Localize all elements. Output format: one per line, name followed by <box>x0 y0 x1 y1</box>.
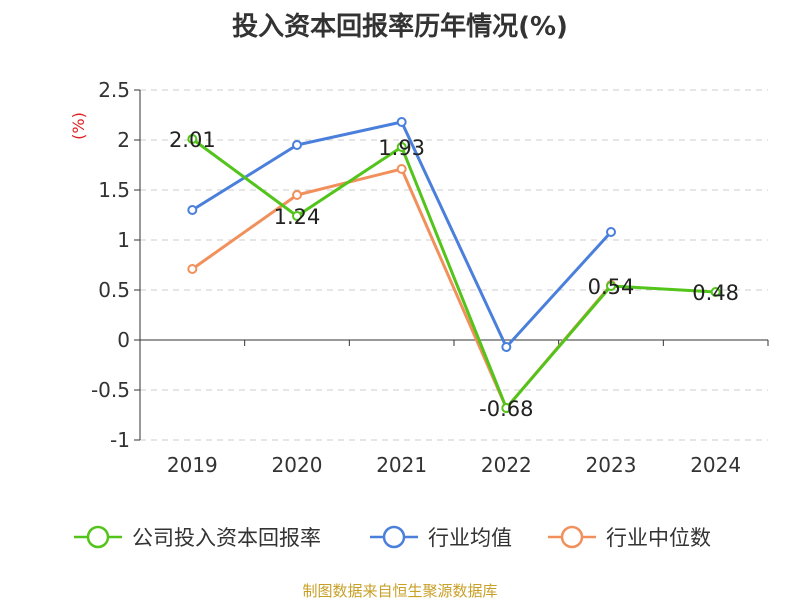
data-label: 0.48 <box>692 281 739 305</box>
x-tick-label: 2020 <box>272 453 323 477</box>
legend-marker <box>560 525 584 549</box>
data-point <box>292 190 302 200</box>
data-labels: 2.01 1.24 1.93 -0.68 0.54 0.48 <box>169 128 739 421</box>
legend-item[interactable]: 行业均值 <box>370 525 512 550</box>
legend-item[interactable]: 公司投入资本回报率 <box>74 525 321 550</box>
chart-title: 投入资本回报率历年情况(%) <box>232 12 568 42</box>
data-point <box>292 140 302 150</box>
legend-label: 行业中位数 <box>606 526 711 550</box>
x-tick-label: 2024 <box>690 453 741 477</box>
y-tick-label: 2 <box>117 128 130 152</box>
legend-marker <box>86 525 110 549</box>
x-tick-label: 2021 <box>376 453 427 477</box>
y-tick-label: -0.5 <box>91 378 130 402</box>
x-tick-label: 2023 <box>586 453 637 477</box>
data-point <box>710 287 721 297</box>
grid-lines <box>140 89 768 441</box>
data-point <box>396 164 407 174</box>
data-label: 1.24 <box>274 205 321 229</box>
data-point <box>501 403 512 413</box>
data-point <box>396 142 407 152</box>
legend-marker <box>382 525 406 549</box>
series-line <box>191 167 613 410</box>
data-point <box>187 264 198 274</box>
data-label: 1.93 <box>378 136 425 160</box>
y-tick-label: -1 <box>110 428 130 452</box>
legend-label: 行业均值 <box>428 526 512 550</box>
axes: 2.5 2 1.5 1 0.5 0 -0.5 -1 2019 2020 2021 2022 2023 20… <box>69 78 769 477</box>
data-label: 0.54 <box>588 275 635 299</box>
series-line <box>191 137 716 410</box>
y-axis-label: (%) <box>69 112 88 140</box>
y-tick-label: 1.5 <box>98 178 130 202</box>
x-tick-label: 2022 <box>481 453 532 477</box>
legend-label: 公司投入资本回报率 <box>132 526 321 550</box>
data-point <box>396 117 407 127</box>
y-tick-label: 1 <box>117 228 130 252</box>
data-point <box>501 342 512 352</box>
data-point <box>187 134 198 144</box>
source-note: 制图数据来自恒生聚源数据库 <box>302 582 498 600</box>
y-tick-label: 0 <box>117 328 130 352</box>
legend-item[interactable]: 行业中位数 <box>548 525 711 550</box>
legend: 公司投入资本回报率 行业均值 行业中位数 <box>74 525 711 550</box>
x-tick-label: 2019 <box>167 453 218 477</box>
data-point <box>606 281 616 291</box>
series-lines <box>187 117 721 413</box>
data-label: 2.01 <box>169 128 216 152</box>
data-point <box>187 205 198 215</box>
data-label: -0.68 <box>479 397 533 421</box>
data-point <box>292 211 302 221</box>
y-tick-label: 2.5 <box>98 78 130 102</box>
data-point <box>606 227 616 237</box>
y-tick-label: 0.5 <box>98 278 130 302</box>
